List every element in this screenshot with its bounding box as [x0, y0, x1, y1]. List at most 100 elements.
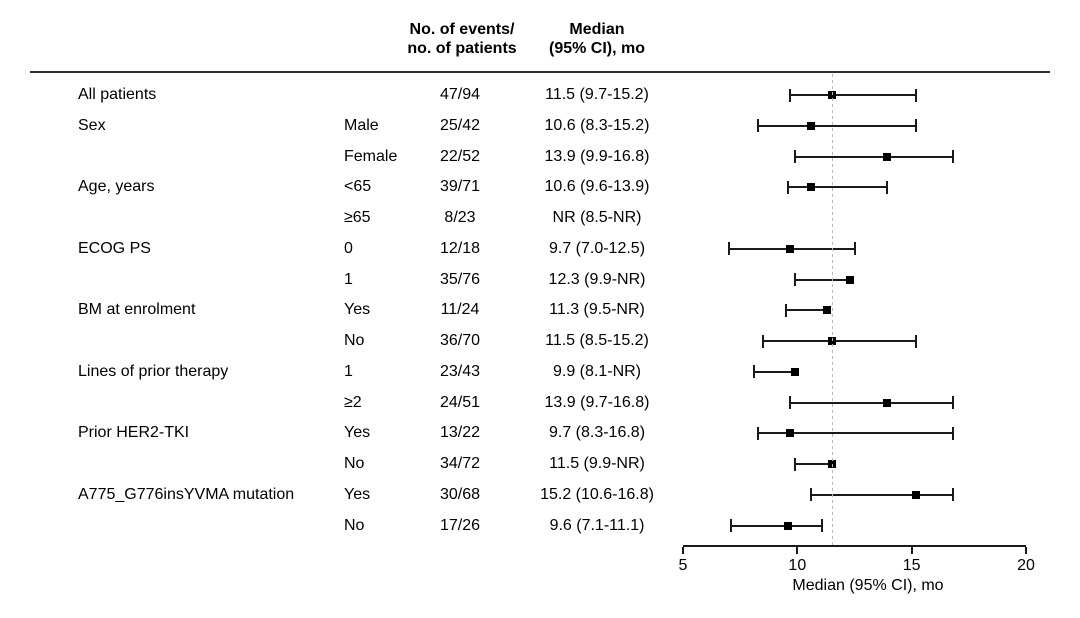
ci-interval-line [790, 401, 953, 404]
row-subgroup-label: No [344, 332, 365, 349]
row-events-value: 30/68 [439, 485, 481, 503]
ci-interval-line [758, 124, 917, 127]
ci-lower-cap [794, 273, 797, 286]
ci-interval-line [785, 309, 828, 312]
ci-lower-cap [794, 150, 797, 163]
row-subgroup-label: No [344, 455, 365, 472]
row-group-label: Sex [78, 116, 106, 134]
row-events-value: 17/26 [439, 516, 481, 534]
ci-interval-line [795, 278, 850, 281]
row-median-ci-value: 9.6 (7.1-11.1) [549, 516, 645, 534]
row-group-label: Age, years [78, 178, 155, 196]
ci-lower-cap [752, 365, 755, 379]
row-subgroup-label: Yes [344, 485, 371, 503]
median-marker [807, 183, 816, 192]
x-axis-tick-label: 20 [1017, 557, 1035, 574]
row-subgroup-label: 1 [344, 362, 353, 380]
column-header-events: No. of events/ no. of patients [407, 20, 516, 58]
ci-lower-cap [789, 396, 792, 409]
row-median-ci-value: 9.9 (8.1-NR) [552, 362, 642, 380]
row-subgroup-label: Yes [344, 301, 371, 319]
ci-upper-cap [951, 426, 954, 440]
column-header-events-line2: no. of patients [407, 40, 517, 57]
row-median-ci-value: 11.5 (8.5-15.2) [545, 332, 649, 349]
ci-lower-cap [757, 119, 760, 133]
row-median-ci-value: 11.3 (9.5-NR) [549, 301, 645, 319]
row-events-value: 11/24 [440, 301, 480, 319]
ci-lower-cap [787, 180, 790, 194]
row-group-label: ECOG PS [78, 239, 151, 257]
column-header-median-line1: Median [569, 21, 625, 38]
ci-lower-cap [727, 242, 730, 256]
median-marker [827, 91, 836, 99]
row-events-value: 35/76 [439, 270, 481, 288]
median-marker [882, 398, 891, 407]
row-median-ci-value: 15.2 (10.6-16.8) [540, 485, 654, 503]
row-group-label: BM at enrolment [78, 301, 196, 319]
ci-upper-cap [951, 150, 954, 163]
header-divider [30, 71, 1050, 73]
x-axis-tick [796, 547, 799, 554]
x-axis-title: Median (95% CI), mo [792, 577, 944, 594]
row-events-value: 36/70 [439, 332, 481, 349]
row-group-label: All patients [78, 86, 157, 103]
x-axis-tick-label: 15 [902, 557, 921, 574]
row-median-ci-value: 9.7 (7.0-12.5) [548, 239, 646, 257]
median-marker [845, 275, 854, 284]
ci-upper-cap [915, 334, 918, 348]
ci-interval-line [753, 370, 796, 373]
x-axis-tick [1025, 547, 1027, 554]
median-marker [823, 306, 832, 315]
median-marker [912, 490, 921, 499]
column-header-median: Median (95% CI), mo [549, 20, 645, 58]
row-events-value: 34/72 [439, 455, 481, 472]
ci-lower-cap [794, 457, 797, 471]
row-subgroup-label: Yes [344, 424, 371, 442]
ci-interval-line [790, 94, 917, 96]
row-group-label: A775_G776insYVMA mutation [78, 485, 295, 503]
median-marker [882, 152, 891, 161]
row-events-value: 22/52 [439, 147, 481, 165]
row-subgroup-label: No [344, 516, 365, 534]
ci-interval-line [795, 155, 953, 158]
row-events-value: 39/71 [439, 178, 481, 196]
median-marker [827, 337, 836, 345]
x-axis-tick [910, 547, 913, 554]
median-marker [784, 521, 793, 530]
row-median-ci-value: 11.5 (9.9-NR) [549, 455, 645, 472]
ci-lower-cap [757, 426, 760, 440]
ci-lower-cap [789, 88, 792, 102]
row-subgroup-label: Male [344, 116, 379, 134]
ci-lower-cap [810, 488, 813, 502]
ci-lower-cap [730, 519, 733, 532]
row-median-ci-value: 13.9 (9.9-16.8) [544, 147, 650, 165]
ci-upper-cap [885, 180, 888, 194]
row-events-value: 47/94 [439, 86, 481, 103]
row-subgroup-label: 1 [344, 270, 353, 288]
ci-interval-line [758, 432, 953, 435]
column-header-events-line1: No. of events/ [409, 21, 515, 38]
median-marker [791, 367, 800, 376]
row-events-value: 25/42 [439, 116, 481, 134]
row-events-value: 23/43 [439, 362, 481, 380]
x-axis-tick-label: 10 [788, 557, 807, 574]
ci-interval-line [795, 463, 832, 465]
row-subgroup-label: ≥65 [344, 209, 371, 226]
column-header-median-line2: (95% CI), mo [548, 40, 646, 57]
ci-upper-cap [821, 519, 824, 532]
x-axis-tick [682, 547, 684, 554]
median-marker [807, 121, 816, 130]
row-events-value: 8/23 [444, 209, 476, 226]
x-axis-line [683, 545, 1026, 547]
row-median-ci-value: 10.6 (8.3-15.2) [544, 116, 650, 134]
ci-upper-cap [915, 119, 918, 133]
ci-interval-line [811, 493, 953, 496]
x-axis-tick-label: 5 [678, 557, 688, 574]
row-median-ci-value: 12.3 (9.9-NR) [548, 270, 646, 288]
ci-upper-cap [915, 88, 918, 102]
row-subgroup-label: Female [344, 147, 398, 165]
median-marker [827, 460, 836, 468]
median-marker [786, 429, 795, 438]
ci-upper-cap [853, 242, 856, 256]
